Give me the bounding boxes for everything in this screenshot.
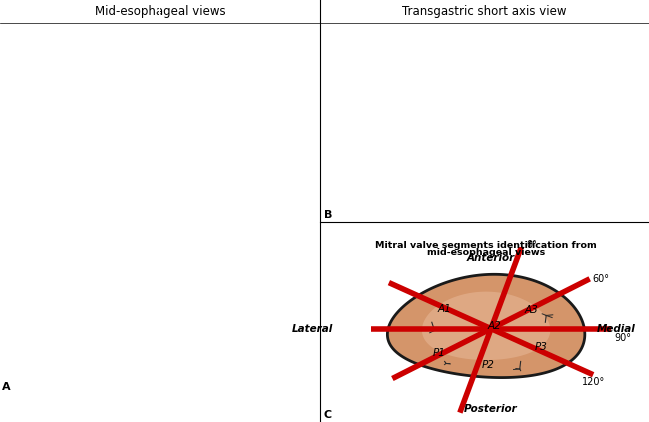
Text: Ant.: Ant. xyxy=(31,93,49,103)
Text: Lateral: Lateral xyxy=(292,324,333,334)
Text: Ant.: Ant. xyxy=(372,113,391,122)
Text: P2: P2 xyxy=(482,360,495,370)
Text: mid-esophageal views: mid-esophageal views xyxy=(427,248,545,257)
Text: Medial: Medial xyxy=(596,324,635,334)
Text: A: A xyxy=(2,382,10,392)
Text: 60°: 60° xyxy=(167,10,186,20)
Polygon shape xyxy=(387,274,585,378)
Text: 120°: 120° xyxy=(582,377,605,387)
Text: Lat.: Lat. xyxy=(445,204,462,213)
Text: P3: P3 xyxy=(535,342,548,352)
Text: Med.: Med. xyxy=(443,11,465,20)
Polygon shape xyxy=(422,292,550,360)
Text: Post.: Post. xyxy=(96,121,117,130)
Text: P1: P1 xyxy=(432,348,445,358)
Text: Ant.: Ant. xyxy=(229,93,247,103)
Text: Post.: Post. xyxy=(238,140,260,149)
Text: A1: A1 xyxy=(438,304,452,314)
Text: Post.: Post. xyxy=(19,324,40,333)
Text: Mitral valve segments identification from: Mitral valve segments identification fro… xyxy=(375,241,597,249)
Text: A3: A3 xyxy=(524,305,539,315)
Text: Post.: Post. xyxy=(519,84,541,93)
Text: 60°: 60° xyxy=(593,274,609,284)
Text: Ant.: Ant. xyxy=(42,275,60,284)
Text: Posterior: Posterior xyxy=(464,404,518,414)
Text: 90°: 90° xyxy=(615,333,631,343)
Text: B: B xyxy=(324,210,332,220)
Text: Post.: Post. xyxy=(177,127,199,135)
Text: Ant.: Ant. xyxy=(223,291,241,300)
Text: Anterior: Anterior xyxy=(467,253,515,263)
Text: C: C xyxy=(324,410,332,420)
Text: 0°: 0° xyxy=(9,10,21,20)
Text: Mid-esophageal views: Mid-esophageal views xyxy=(95,5,225,18)
Text: Post.: Post. xyxy=(177,330,199,339)
Text: 120°: 120° xyxy=(167,207,193,217)
Text: A2: A2 xyxy=(487,321,501,331)
Text: Transgastric short axis view: Transgastric short axis view xyxy=(402,5,567,18)
Text: 0°: 0° xyxy=(526,240,537,250)
Text: 90°: 90° xyxy=(9,207,28,217)
